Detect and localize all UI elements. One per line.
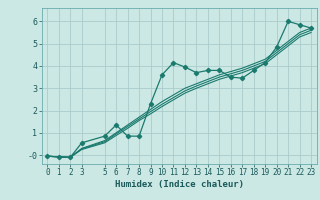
X-axis label: Humidex (Indice chaleur): Humidex (Indice chaleur) [115, 180, 244, 189]
